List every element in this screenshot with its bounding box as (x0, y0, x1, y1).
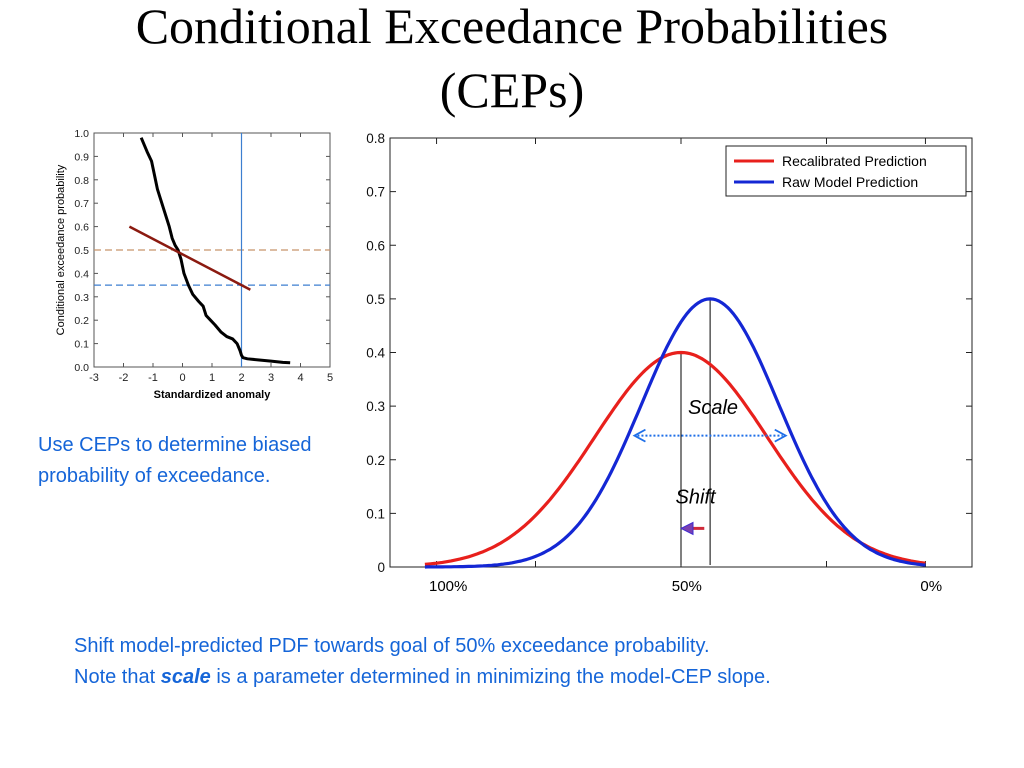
x-percent-label: 0% (920, 578, 942, 595)
y-tick-label: 0.6 (366, 238, 385, 253)
legend-box (725, 145, 967, 197)
x-percent-label: 100% (429, 578, 467, 595)
scale-label: Scale (688, 397, 738, 419)
x-percent-label: 50% (672, 578, 702, 595)
y-tick-label: 0.1 (366, 506, 385, 521)
y-tick-label: 0.5 (74, 245, 89, 257)
y-tick-label: 0.4 (74, 268, 89, 280)
y-tick-label: 0.1 (74, 339, 89, 351)
y-tick-label: 0.5 (366, 292, 385, 307)
y-tick-label: 0.2 (74, 315, 89, 327)
page-title: Conditional Exceedance Probabilities (CE… (0, 0, 1024, 122)
legend-label: Raw Model Prediction (782, 174, 918, 190)
x-tick-label: -3 (89, 372, 99, 384)
y-axis-label: Conditional exceedance probability (55, 164, 67, 335)
title-line-1: Conditional Exceedance Probabilities (135, 0, 889, 54)
y-tick-label: 0.0 (74, 362, 89, 374)
x-axis-label: Standardized anomaly (154, 389, 272, 401)
scale-arrow-head-left (632, 428, 646, 443)
recalibrated-curve (424, 350, 926, 566)
caption-suffix: is a parameter determined in minimizing … (210, 666, 771, 688)
y-tick-label: 0.7 (74, 198, 89, 210)
cep-chart: -3 -2 -1 0 1 2 3 4 5 0.0 0.1 0.2 0.3 0.4 0.5 0.6 0.7 0.8 0… (55, 128, 333, 401)
x-tick-label: 4 (297, 372, 303, 384)
y-tick-label: 0.7 (366, 185, 385, 200)
legend-label: Recalibrated Prediction (782, 153, 927, 169)
x-tick-label: -2 (119, 372, 129, 384)
x-tick-label: 3 (268, 372, 274, 384)
y-tick-label: 0 (377, 560, 385, 575)
y-tick-label: 0.4 (366, 346, 385, 361)
x-tick-label: 1 (209, 372, 215, 384)
caption-bottom: Shift model-predicted PDF towards goal o… (74, 631, 1014, 693)
regression-line (128, 225, 251, 291)
y-tick-label: 0.2 (366, 453, 385, 468)
caption-bottom-line-1: Shift model-predicted PDF towards goal o… (74, 635, 710, 657)
pdf-chart: 0 0.1 0.2 0.3 0.4 0.5 0.6 0.7 0.8 100% 50% 0% Recali… (366, 131, 973, 595)
title-line-2: (CEPs) (439, 62, 585, 118)
y-tick-label: 0.3 (74, 292, 89, 304)
cep-curve (139, 137, 291, 365)
y-tick-label: 0.8 (366, 131, 385, 146)
caption-bottom-line-2: Note that scale is a parameter determine… (74, 662, 1014, 693)
shift-arrow-head (679, 521, 694, 536)
y-tick-label: 0.3 (366, 399, 385, 414)
caption-prefix: Note that (74, 666, 161, 688)
scale-arrow-head-right (774, 428, 788, 443)
y-tick-label: 1.0 (74, 128, 89, 140)
y-tick-label: 0.8 (74, 175, 89, 187)
x-tick-label: 2 (238, 372, 244, 384)
x-tick-label: 5 (327, 372, 333, 384)
caption-emphasis: scale (160, 666, 211, 688)
shift-label: Shift (676, 487, 717, 509)
y-tick-label: 0.9 (74, 151, 89, 163)
x-tick-label: -1 (148, 372, 158, 384)
x-tick-label: 0 (179, 372, 185, 384)
caption-left: Use CEPs to determine biased probability… (38, 434, 312, 487)
raw-curve (424, 297, 926, 569)
y-tick-label: 0.6 (74, 222, 89, 234)
